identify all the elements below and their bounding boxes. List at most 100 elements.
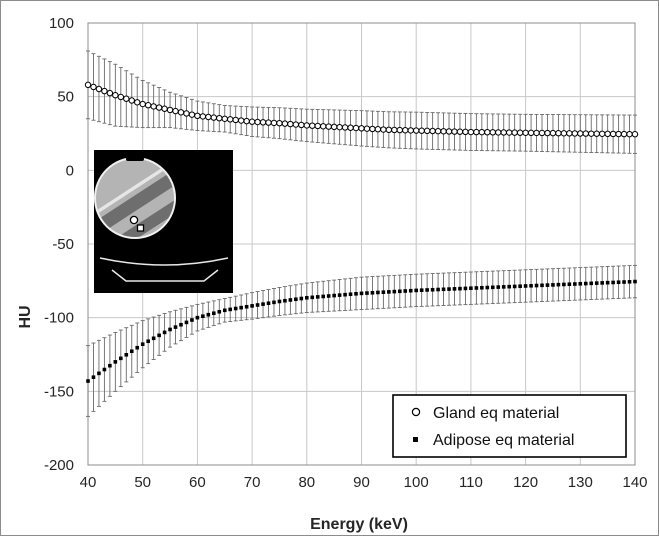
point-0-56 <box>172 107 179 115</box>
point-1-77 <box>288 298 293 302</box>
point-1-44 <box>108 363 112 368</box>
y-tick-label-3: -50 <box>52 236 74 253</box>
phantom-top-marker <box>126 157 144 161</box>
point-1-88 <box>348 292 353 297</box>
point-1-106 <box>447 287 451 291</box>
point-0-51 <box>144 102 152 109</box>
point-1-61 <box>201 314 205 318</box>
point-1-41 <box>91 375 96 379</box>
point-0-99 <box>407 127 414 134</box>
point-0-95 <box>385 126 393 134</box>
point-1-92 <box>370 290 375 295</box>
point-0-57 <box>177 109 185 116</box>
point-0-120 <box>522 129 529 136</box>
point-0-128 <box>566 130 573 137</box>
series-0 <box>84 50 639 154</box>
point-1-56 <box>173 325 178 329</box>
point-0-74 <box>270 119 278 127</box>
point-1-75 <box>277 299 282 304</box>
point-0-119 <box>516 129 524 136</box>
point-0-96 <box>391 126 398 134</box>
point-1-130 <box>578 281 583 286</box>
point-1-97 <box>397 289 402 294</box>
point-1-116 <box>501 285 506 289</box>
stripe-light <box>96 160 174 216</box>
x-tick-label-9: 130 <box>568 474 593 491</box>
point-0-70 <box>248 118 256 125</box>
point-1-71 <box>255 303 260 307</box>
legend-box <box>392 394 627 458</box>
table-curve <box>99 257 229 266</box>
point-0-62 <box>205 113 212 121</box>
point-0-82 <box>314 122 321 130</box>
series-0-points <box>84 81 639 138</box>
point-1-81 <box>310 295 315 300</box>
point-0-53 <box>155 104 163 111</box>
x-tick-label-3: 70 <box>244 474 261 491</box>
point-1-132 <box>589 281 594 286</box>
point-0-116 <box>500 129 507 136</box>
point-1-105 <box>441 287 446 292</box>
point-1-59 <box>190 318 194 322</box>
point-1-101 <box>419 288 424 292</box>
point-0-71 <box>254 118 261 126</box>
point-1-96 <box>392 289 397 294</box>
plot-area <box>87 22 636 466</box>
y-axis-title: HU <box>17 305 34 328</box>
point-1-135 <box>605 280 610 285</box>
point-1-115 <box>496 285 501 289</box>
point-1-63 <box>212 311 216 316</box>
point-0-93 <box>374 126 382 133</box>
point-1-53 <box>157 333 161 338</box>
plot-border <box>87 22 636 466</box>
point-1-58 <box>184 320 189 325</box>
point-0-100 <box>413 127 420 134</box>
point-0-129 <box>571 130 579 137</box>
point-1-109 <box>463 286 468 291</box>
point-0-79 <box>298 121 305 129</box>
point-1-42 <box>97 371 101 376</box>
point-1-73 <box>266 301 271 306</box>
point-0-139 <box>626 130 633 138</box>
legend-label-gland: Gland eq material <box>433 405 559 422</box>
point-1-131 <box>583 281 588 286</box>
point-1-140 <box>633 279 637 284</box>
point-0-50 <box>139 100 146 108</box>
point-0-73 <box>265 119 272 126</box>
x-axis-title: Energy (keV) <box>310 516 408 533</box>
point-1-122 <box>534 283 539 288</box>
point-0-85 <box>330 123 338 131</box>
point-1-113 <box>485 285 490 290</box>
point-0-106 <box>445 128 453 135</box>
point-1-94 <box>381 290 386 294</box>
point-0-108 <box>456 128 464 135</box>
point-1-60 <box>195 315 200 320</box>
point-0-75 <box>276 119 283 127</box>
point-0-59 <box>188 111 196 118</box>
x-tick-label-7: 110 <box>459 474 483 491</box>
point-1-49 <box>135 345 140 350</box>
point-0-61 <box>199 113 207 120</box>
point-1-129 <box>573 282 577 286</box>
point-1-50 <box>140 342 145 346</box>
point-1-118 <box>512 284 517 289</box>
series-1-points <box>86 279 637 383</box>
point-0-112 <box>478 128 486 136</box>
point-1-84 <box>326 294 331 298</box>
x-tick-label-1: 50 <box>134 474 151 491</box>
point-0-77 <box>287 120 294 128</box>
series-layer <box>84 50 639 417</box>
point-1-139 <box>627 279 632 284</box>
series-1 <box>86 264 637 417</box>
point-0-67 <box>232 116 239 124</box>
legend-marker-gland <box>411 407 421 417</box>
point-1-76 <box>283 298 287 303</box>
point-0-125 <box>549 129 557 137</box>
point-1-110 <box>469 286 473 290</box>
point-0-47 <box>123 95 130 102</box>
y-tick-label-5: -150 <box>44 383 74 400</box>
point-1-137 <box>616 280 621 285</box>
tick-labels: 40 50 60 70 80 90 100 110 120 130 140 100 50 0 -50 -100… <box>44 15 648 491</box>
